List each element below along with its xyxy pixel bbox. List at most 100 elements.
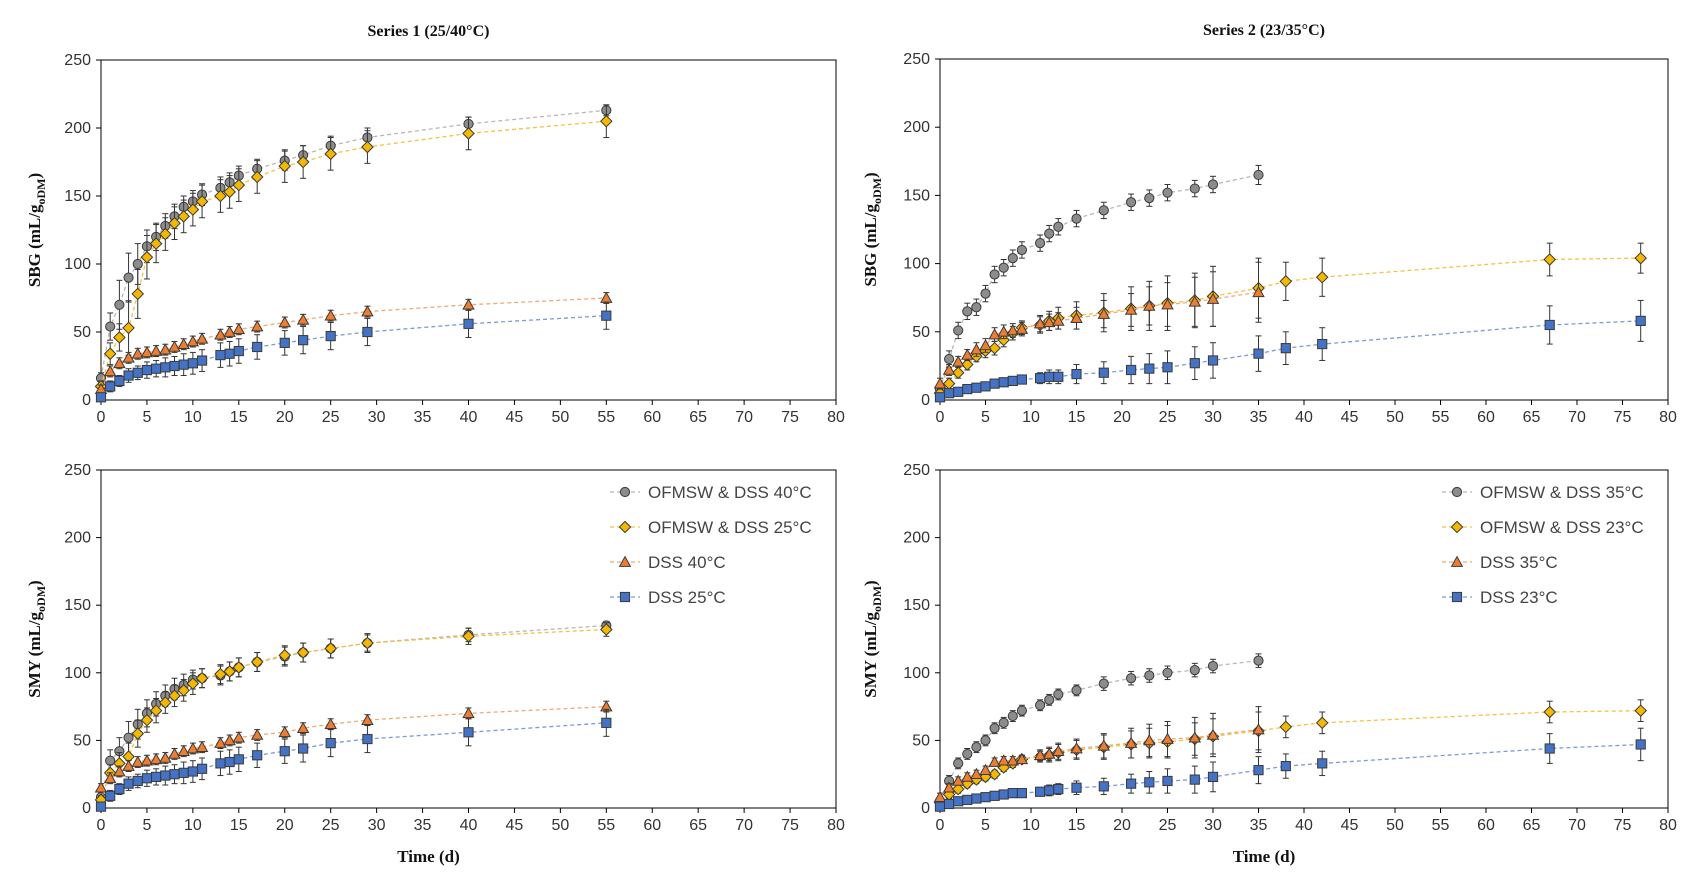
x-tick-label: 55 (597, 409, 615, 426)
x-tick-label: 15 (1068, 409, 1086, 426)
data-point (951, 355, 965, 367)
x-tick-label: 40 (460, 409, 478, 426)
x-tick-label: 60 (1477, 817, 1495, 834)
data-point (1070, 311, 1083, 323)
data-point (105, 381, 116, 392)
legend-item: DSS 23°C (1442, 588, 1558, 607)
data-point (1053, 689, 1064, 700)
data-point (195, 671, 209, 685)
legend-label: DSS 40°C (648, 553, 726, 572)
data-point (1161, 298, 1174, 310)
data-point (998, 717, 1009, 728)
data-point (1252, 723, 1265, 735)
data-point (1016, 244, 1028, 256)
data-point (1189, 358, 1200, 369)
data-point (1189, 183, 1200, 194)
data-point (324, 717, 337, 729)
data-point (361, 305, 374, 317)
data-point (324, 642, 337, 655)
data-point (159, 343, 172, 355)
data-point (1006, 754, 1020, 766)
y-tick-label: 150 (64, 597, 91, 614)
y-tick-label: 200 (64, 530, 91, 547)
data-point (114, 299, 125, 310)
data-point (149, 344, 163, 356)
data-point (159, 227, 172, 241)
data-point (951, 774, 965, 786)
series-line (100, 628, 607, 801)
chart-panel-bottom-left: 0 50 100 150 200 250 0 5 10 15 20 25 30 35 40 45 50 55 60 6… (25, 462, 845, 866)
data-point (1015, 752, 1029, 765)
legend-marker (1450, 555, 1464, 567)
y-axis-label-main: SBG (mL/g (861, 204, 880, 287)
series-dss-35-c (933, 706, 1265, 803)
data-point (361, 636, 374, 650)
data-point (250, 170, 264, 184)
x-tick-label: 5 (981, 817, 990, 834)
x-tick-label: 55 (597, 817, 615, 834)
series-dss-23-c (934, 299, 1646, 403)
y-axis-label: SBG (mL/goDM) (25, 173, 48, 287)
data-point (196, 355, 208, 366)
series-line (100, 120, 607, 387)
y-tick-label: 50 (912, 732, 930, 749)
data-point (223, 665, 236, 678)
data-point (1097, 739, 1111, 751)
data-point (224, 756, 235, 768)
chart-panel-top-left: 0 50 100 150 200 250 0 5 10 15 20 25 30 35 40 45 50 55 60 6… (25, 23, 845, 426)
data-point (223, 185, 236, 199)
data-point (601, 310, 612, 321)
y-tick-label: 0 (921, 392, 930, 409)
data-point (1042, 747, 1056, 759)
data-point (1042, 315, 1056, 328)
data-point (1016, 374, 1027, 385)
x-tick-label: 70 (735, 817, 753, 834)
data-point (195, 195, 209, 208)
data-point (1144, 670, 1155, 681)
data-point (1206, 292, 1220, 304)
data-point (944, 388, 955, 399)
data-point (186, 742, 200, 754)
data-point (1543, 705, 1557, 719)
legend-item: DSS 40°C (610, 553, 726, 572)
data-point (1053, 783, 1064, 795)
data-point (159, 751, 172, 763)
data-point (989, 269, 1000, 280)
data-point (988, 341, 1001, 355)
data-point (94, 781, 108, 793)
data-point (962, 748, 973, 760)
x-tick-label: 80 (1659, 409, 1677, 426)
data-point (953, 325, 964, 336)
y-axis-label-close: ) (25, 173, 44, 179)
legend-label: OFMSW & DSS 23°C (1480, 518, 1644, 537)
data-point (296, 721, 310, 734)
data-point (1124, 736, 1138, 748)
data-point (1188, 295, 1202, 307)
data-point (122, 759, 135, 771)
legend-item: OFMSW & DSS 25°C (610, 518, 812, 537)
data-point (186, 203, 200, 216)
y-tick-label: 250 (903, 462, 930, 479)
x-tick-label: 80 (827, 817, 845, 834)
data-point (1007, 710, 1018, 722)
data-point (232, 178, 246, 192)
data-point (132, 367, 143, 378)
data-point (980, 288, 991, 299)
data-point (944, 798, 955, 810)
data-point (1144, 777, 1155, 788)
data-point (122, 351, 135, 363)
data-point (1098, 205, 1109, 216)
x-tick-label: 15 (230, 817, 248, 834)
data-point (980, 735, 991, 746)
data-point (296, 155, 310, 169)
data-point (1052, 314, 1065, 326)
data-point (1189, 774, 1200, 785)
data-point (151, 771, 162, 783)
data-point (1162, 362, 1173, 373)
data-point (140, 250, 154, 264)
x-tick-label: 15 (1068, 817, 1086, 834)
series-ofmsw-dss-25-c (94, 622, 613, 807)
x-tick-label: 30 (368, 409, 386, 426)
x-tick-label: 65 (1523, 409, 1541, 426)
data-point (1162, 667, 1173, 678)
